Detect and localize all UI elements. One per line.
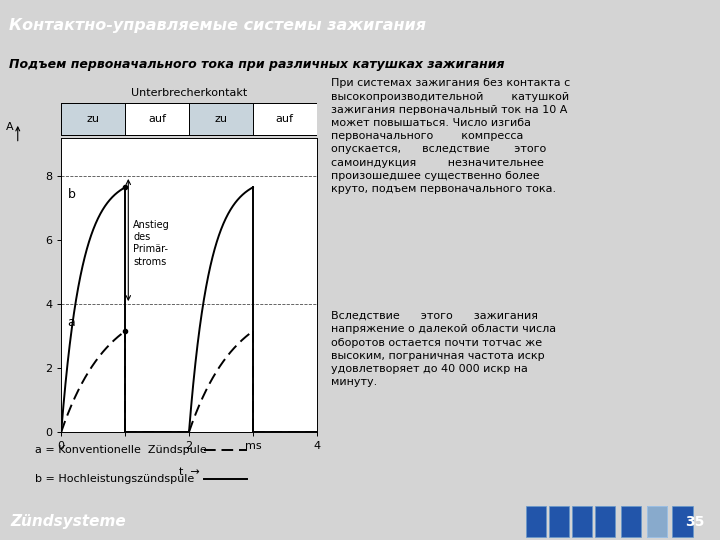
Bar (621, 506, 641, 537)
Bar (526, 506, 546, 537)
Text: auf: auf (276, 114, 294, 124)
Text: 35: 35 (685, 515, 704, 529)
Bar (61, 103, 125, 135)
Bar (61, 103, 317, 135)
Text: a: a (68, 316, 76, 329)
Text: zu: zu (215, 114, 228, 124)
Text: zu: zu (86, 114, 99, 124)
Text: Unterbrecherkontakt: Unterbrecherkontakt (131, 88, 247, 98)
Text: Контактно-управляемые системы зажигания: Контактно-управляемые системы зажигания (9, 18, 426, 32)
Bar (595, 506, 615, 537)
Bar (672, 506, 693, 537)
Bar (647, 506, 667, 537)
Bar (125, 103, 189, 135)
Text: b: b (68, 188, 76, 201)
Bar (549, 506, 569, 537)
Text: t  →: t → (179, 467, 199, 477)
Text: Подъем первоначального тока при различных катушках зажигания: Подъем первоначального тока при различны… (9, 58, 504, 71)
Text: auf: auf (148, 114, 166, 124)
Text: При системах зажигания без контакта с
высокопроизводительной        катушкой
заж: При системах зажигания без контакта с вы… (331, 78, 570, 194)
Bar (572, 506, 592, 537)
Text: a = Konventionelle  Zündspule: a = Konventionelle Zündspule (35, 446, 207, 456)
Bar (647, 506, 667, 537)
Text: Anstieg
des
Primär-
stroms: Anstieg des Primär- stroms (133, 220, 170, 267)
Bar (253, 103, 317, 135)
Text: b = Hochleistungszündspule: b = Hochleistungszündspule (35, 474, 194, 484)
Text: Zündsysteme: Zündsysteme (11, 514, 127, 529)
Text: Вследствие      этого      зажигания
напряжение о далекой области числа
оборотов: Вследствие этого зажигания напряжение о … (331, 311, 557, 387)
Text: A: A (6, 122, 14, 132)
Bar (189, 103, 253, 135)
